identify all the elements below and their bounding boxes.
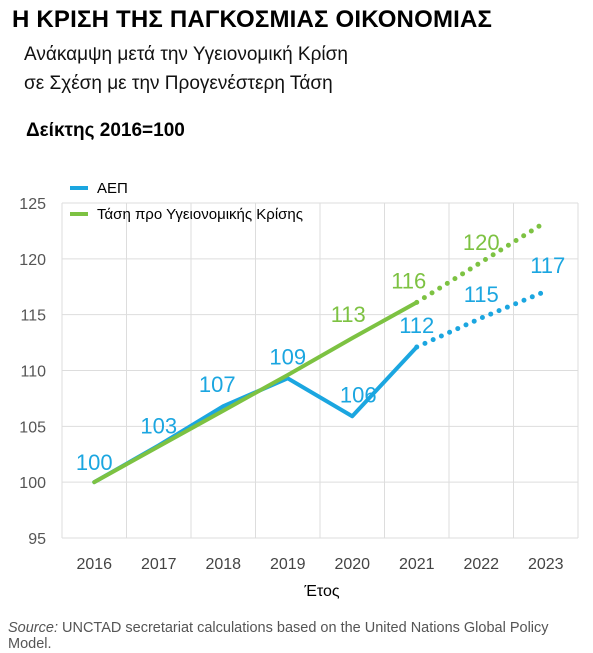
x-tick-label: 2023 xyxy=(528,556,564,573)
data-label: 103 xyxy=(140,413,177,438)
data-label: 112 xyxy=(399,313,434,338)
x-tick-label: 2021 xyxy=(399,556,435,573)
y-tick-label: 115 xyxy=(20,308,46,325)
y-tick-label: 125 xyxy=(19,196,46,213)
x-tick-label: 2016 xyxy=(76,556,112,573)
y-tick-label: 95 xyxy=(28,531,46,548)
chart-subtitle-line1: Ανάκαμψη μετά την Υγειονομική Κρίση xyxy=(24,44,348,65)
x-tick-label: 2018 xyxy=(205,556,241,573)
index-note: Δείκτης 2016=100 xyxy=(26,120,185,141)
data-label: 113 xyxy=(331,302,366,327)
x-tick-label: 2020 xyxy=(334,556,370,573)
x-tick-label: 2017 xyxy=(141,556,177,573)
data-label: 107 xyxy=(199,372,236,397)
series-line-1 xyxy=(92,300,419,485)
data-label: 115 xyxy=(464,282,499,307)
data-label: 120 xyxy=(463,230,500,255)
y-tick-label: 100 xyxy=(19,475,46,492)
series-projection-1 xyxy=(414,219,549,305)
data-label: 116 xyxy=(391,268,426,293)
source-label: Source: xyxy=(8,620,58,636)
x-tick-label: 2019 xyxy=(270,556,306,573)
data-label: 117 xyxy=(530,253,565,278)
data-label: 100 xyxy=(76,450,113,475)
chart-subtitle-line2: σε Σχέση με την Προγενέστερη Τάση xyxy=(24,73,333,94)
x-tick-label: 2022 xyxy=(463,556,499,573)
line-chart: 95 100 105 110 115 120 125 2016 2017 2018 2019 2020… xyxy=(19,180,579,600)
legend-label: Τάση προ Υγειονομικής Κρίσης xyxy=(97,206,303,223)
y-tick-label: 110 xyxy=(20,364,46,381)
chart-title: Η ΚΡΙΣΗ ΤΗΣ ΠΑΓΚΟΣΜΙΑΣ ΟΙΚΟΝΟΜΙΑΣ xyxy=(12,6,493,33)
source-note: Source: UNCTAD secretariat calculations … xyxy=(8,620,583,652)
legend-label: ΑΕΠ xyxy=(97,180,128,197)
data-label: 109 xyxy=(269,344,306,369)
source-text: UNCTAD secretariat calculations based on… xyxy=(8,620,549,652)
x-axis-label: Έτος xyxy=(303,583,340,600)
y-tick-label: 120 xyxy=(19,252,46,269)
y-tick-label: 105 xyxy=(19,419,46,436)
data-label: 106 xyxy=(340,382,377,407)
